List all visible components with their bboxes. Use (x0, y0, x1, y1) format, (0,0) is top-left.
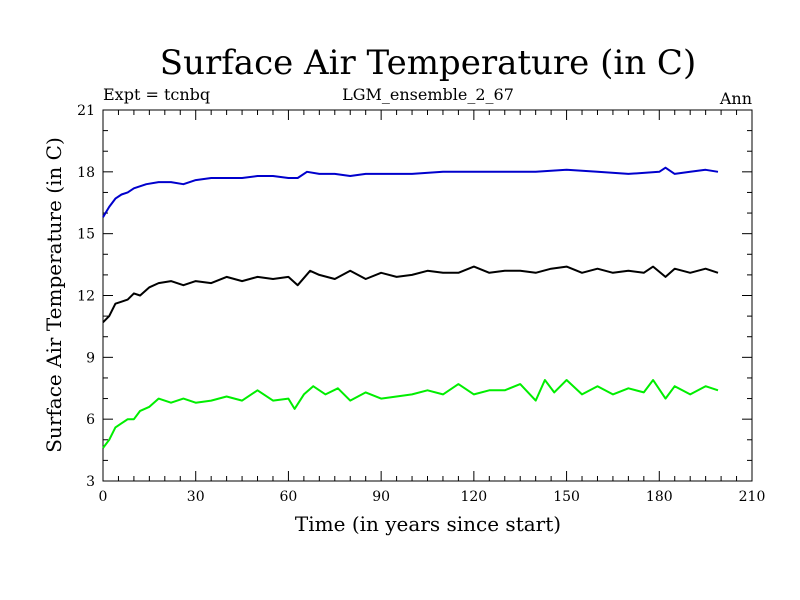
x-tick-label: 150 (553, 489, 580, 505)
y-tick-label: 21 (77, 103, 95, 119)
subtitle-season: Ann (719, 89, 752, 108)
subtitle-ensemble: LGM_ensemble_2_67 (342, 85, 514, 104)
series-line-black (102, 265, 719, 324)
y-tick-label: 12 (77, 289, 95, 305)
x-tick-label: 120 (460, 489, 487, 505)
x-tick-label: 30 (187, 489, 205, 505)
x-tick-label: 210 (739, 489, 766, 505)
y-tick-label: 6 (86, 412, 95, 428)
x-tick-label: 90 (372, 489, 390, 505)
y-axis-label: Surface Air Temperature (in C) (42, 137, 66, 453)
x-tick-label: 60 (280, 489, 298, 505)
subtitle-experiment: Expt = tcnbq (103, 85, 210, 104)
y-tick-label: 9 (86, 350, 95, 366)
y-tick-label: 3 (86, 474, 95, 490)
x-tick-label: 180 (646, 489, 673, 505)
series-line-green (102, 379, 719, 449)
axis-ticks (102, 109, 753, 482)
series-line-blue (102, 166, 719, 218)
tick-labels: 0 30 60 90 120 150 180 210 3 6 9 12 15 18 21 (77, 103, 765, 505)
y-tick-label: 18 (77, 165, 95, 181)
x-tick-label: 0 (99, 489, 108, 505)
series-lines (102, 166, 719, 449)
plot-frame (102, 109, 753, 482)
x-axis-label: Time (in years since start) (295, 512, 561, 536)
y-tick-label: 15 (77, 227, 95, 243)
chart-title: Surface Air Temperature (in C) (160, 43, 696, 83)
